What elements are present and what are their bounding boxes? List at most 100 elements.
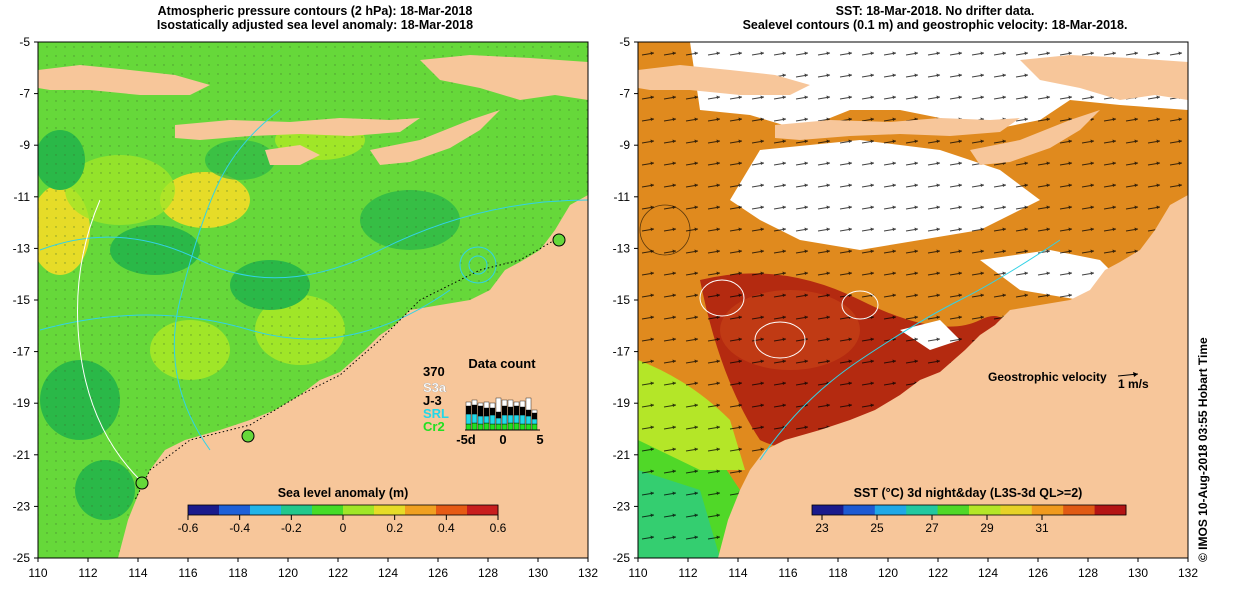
- colorbar-segment: [1000, 505, 1033, 515]
- mission-label-cr2: Cr2: [423, 419, 445, 434]
- x-tick-label: 132: [1178, 566, 1198, 580]
- data-count-bar: [495, 423, 502, 431]
- colorbar-segment: [874, 505, 907, 515]
- data-count-bar: [489, 407, 496, 416]
- land-australia: [118, 195, 588, 558]
- x-tick-label: 126: [1028, 566, 1048, 580]
- colorbar-segment: [937, 505, 970, 515]
- x-tick-label: 130: [528, 566, 548, 580]
- imos-side-note: © IMOS 10-Aug-2018 03:55 Hobart Time: [1196, 337, 1210, 562]
- data-count-max: 370: [423, 364, 445, 379]
- data-count-bar: [513, 414, 520, 424]
- pressure-contour: [459, 246, 497, 284]
- left-colorbar-title: Sea level anomaly (m): [278, 486, 409, 500]
- right-map: [638, 42, 1188, 558]
- y-tick-label: -17: [613, 345, 631, 359]
- data-count-bar: [483, 422, 490, 431]
- x-tick-label: 112: [78, 566, 97, 580]
- right-colorbar-frame: [811, 504, 1127, 516]
- data-count-bar: [501, 423, 508, 431]
- right-colorbar-title: SST (°C) 3d night&day (L3S-3d QL>=2): [854, 486, 1083, 500]
- y-tick-label: -9: [619, 138, 630, 152]
- land-islands: [175, 118, 420, 140]
- data-count-bar: [471, 413, 478, 424]
- land-australia: [718, 195, 1188, 558]
- data-count-bar: [519, 423, 526, 431]
- sealevel-contour: [754, 321, 806, 359]
- x-tick-label: 122: [928, 566, 948, 580]
- sealevel-contour: [841, 290, 879, 320]
- y-tick-label: -15: [613, 293, 631, 307]
- x-tick-label: 114: [128, 566, 147, 580]
- data-count-bar: [465, 423, 472, 431]
- data-count-bar: [519, 400, 526, 408]
- y-tick-label: -5: [619, 35, 630, 49]
- right-title-line-1: SST: 18-Mar-2018. No drifter data.: [835, 4, 1035, 18]
- data-count-bar: [531, 409, 538, 414]
- data-count-bar: [501, 405, 508, 416]
- x-tick-label: 112: [678, 566, 697, 580]
- land-islands: [775, 118, 1020, 140]
- x-tick-label: 132: [578, 566, 598, 580]
- colorbar-segment: [312, 505, 344, 515]
- data-count-bar: [465, 413, 472, 425]
- pressure-contour: [39, 289, 451, 340]
- y-tick-label: -23: [613, 499, 631, 513]
- y-tick-label: -13: [613, 241, 631, 255]
- land-north: [420, 55, 588, 100]
- data-count-bar: [525, 409, 532, 417]
- data-count-bar: [483, 401, 490, 409]
- data-count-bar: [471, 404, 478, 415]
- y-tick-label: -19: [13, 396, 31, 410]
- y-tick-label: -25: [613, 551, 631, 565]
- data-count-tick: 0: [499, 432, 506, 447]
- colorbar-segment: [843, 505, 876, 515]
- data-count-bar: [477, 423, 484, 431]
- land-java: [38, 65, 210, 95]
- y-tick-label: -23: [13, 499, 31, 513]
- data-count-bar: [495, 417, 502, 425]
- data-count-title: Data count: [468, 356, 536, 371]
- left-title-line-2: Isostatically adjusted sea level anomaly…: [156, 18, 474, 32]
- colorbar-tick-label: -0.4: [229, 521, 250, 535]
- colorbar-tick-label: -0.2: [281, 521, 302, 535]
- x-tick-label: 128: [1078, 566, 1098, 580]
- data-count-bar: [507, 406, 514, 416]
- data-count-bar: [489, 402, 496, 409]
- data-count-bar: [531, 423, 538, 431]
- x-tick-label: 124: [978, 566, 998, 580]
- data-count-bar: [525, 423, 532, 431]
- colorbar-segment: [374, 505, 406, 515]
- pressure-contour: [468, 255, 488, 275]
- y-tick-label: -13: [13, 241, 31, 255]
- data-count-bar: [519, 406, 526, 416]
- x-tick-label: 124: [378, 566, 398, 580]
- right-colorbar: SST (°C) 3d night&day (L3S-3d QL>=2) 23 2…: [811, 486, 1127, 535]
- data-count-bar: [489, 414, 496, 425]
- colorbar-segment: [1031, 505, 1064, 515]
- colorbar-tick-label: 0.6: [490, 521, 507, 535]
- data-count-bar: [483, 415, 490, 424]
- colorbar-tick-label: 0: [340, 521, 347, 535]
- x-tick-label: 122: [328, 566, 348, 580]
- y-tick-label: -7: [619, 87, 630, 101]
- y-tick-label: -9: [19, 138, 30, 152]
- x-tick-label: 126: [428, 566, 448, 580]
- data-count-bar: [513, 401, 520, 407]
- y-tick-label: -5: [19, 35, 30, 49]
- velocity-label: Geostrophic velocity: [988, 370, 1107, 384]
- y-tick-label: -21: [613, 448, 631, 462]
- colorbar-tick-label: 27: [925, 521, 939, 535]
- data-count-bar: [531, 418, 538, 425]
- left-panel-title: Atmospheric pressure contours (2 hPa): 1…: [60, 4, 570, 32]
- data-count-tick: 5: [536, 432, 543, 447]
- x-tick-label: 120: [878, 566, 898, 580]
- velocity-scale-arrowhead: [1133, 372, 1138, 377]
- velocity-legend: Geostrophic velocity 1 m/s: [988, 370, 1149, 391]
- pressure-contour: [173, 109, 281, 451]
- x-tick-label: 116: [178, 566, 197, 580]
- colorbar-segment: [969, 505, 1001, 515]
- colorbar-segment: [281, 505, 313, 515]
